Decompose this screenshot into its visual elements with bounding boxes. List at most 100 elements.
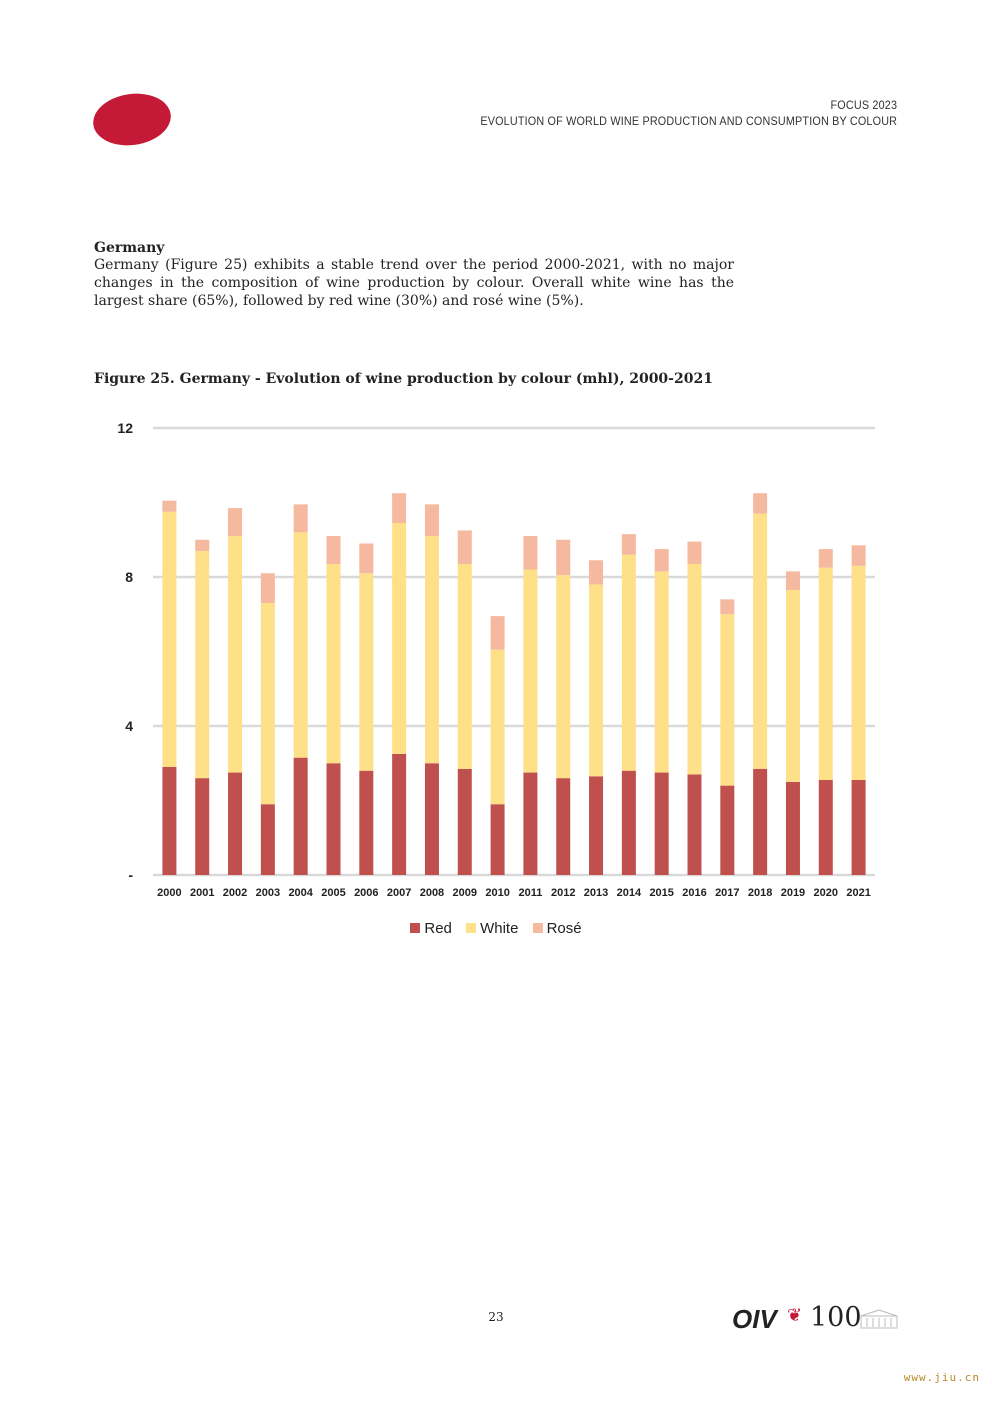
bar-red-2001 [195, 778, 210, 875]
figure-title: Figure 25. Germany - Evolution of wine p… [94, 371, 713, 387]
bar-red-2008 [424, 763, 439, 875]
bar-rose-2009 [457, 530, 472, 564]
x-tick-label: 2016 [682, 887, 706, 899]
bar-rose-2005 [326, 536, 341, 564]
bar-white-2007 [392, 522, 407, 754]
bar-rose-2017 [720, 599, 735, 615]
x-tick-label: 2002 [223, 887, 247, 899]
bar-red-2018 [753, 768, 768, 875]
bar-rose-2002 [228, 508, 243, 537]
bar-rose-2020 [818, 549, 833, 568]
legend-swatch-white [466, 923, 477, 933]
bar-white-2012 [556, 575, 571, 779]
bar-red-2002 [228, 772, 243, 875]
bar-red-2009 [457, 768, 472, 875]
legend-label-rose: Rosé [546, 920, 582, 937]
bar-white-2016 [687, 563, 702, 775]
bar-red-2017 [720, 785, 735, 875]
bar-rose-2010 [490, 616, 505, 650]
bar-white-2014 [621, 554, 636, 771]
grape-icon: ❦ [787, 1305, 803, 1326]
bar-red-2019 [785, 781, 800, 875]
page-number: 23 [488, 1310, 504, 1324]
x-tick-label: 2000 [157, 887, 181, 899]
y-tick-label: 12 [117, 420, 133, 436]
x-tick-label: 2004 [288, 887, 313, 899]
bar-rose-2016 [687, 541, 702, 564]
chart-legend: Red White Rosé [0, 920, 992, 937]
bar-white-2005 [326, 563, 341, 764]
x-tick-label: 2012 [551, 887, 575, 899]
x-tick-label: 2001 [190, 887, 214, 899]
legend-swatch-rose [532, 923, 543, 933]
x-tick-label: 2013 [584, 887, 608, 899]
bar-red-2016 [687, 774, 702, 875]
bar-rose-2014 [621, 534, 636, 555]
bar-red-2015 [654, 772, 669, 875]
bar-rose-2008 [424, 504, 439, 537]
x-tick-label: 2007 [387, 887, 411, 899]
bar-white-2010 [490, 649, 505, 805]
y-tick-label: 8 [125, 569, 133, 585]
bar-rose-2000 [162, 500, 177, 512]
bar-rose-2003 [260, 573, 275, 604]
x-tick-label: 2019 [781, 887, 805, 899]
bar-white-2013 [589, 584, 604, 777]
legend-label-white: White [480, 920, 519, 937]
legend-swatch-red [410, 923, 421, 933]
bar-rose-2018 [753, 493, 768, 514]
bar-rose-2013 [589, 560, 604, 585]
y-tick-label: - [128, 867, 133, 883]
x-tick-label: 2006 [354, 887, 378, 899]
bar-white-2019 [785, 590, 800, 782]
bar-red-2014 [621, 770, 636, 875]
stacked-bar-chart: - 4 8 12 2000 2001 2002 2003 2004 2005 2006 2007 200… [117, 420, 875, 899]
building-icon [860, 1309, 898, 1329]
bar-rose-2007 [392, 493, 407, 523]
x-tick-label: 2005 [321, 887, 345, 899]
bar-rose-2006 [359, 543, 374, 574]
bar-red-2007 [392, 753, 407, 875]
bar-rose-2004 [293, 504, 308, 533]
bar-rose-2011 [523, 536, 538, 570]
bar-red-2003 [260, 804, 275, 875]
bar-white-2006 [359, 573, 374, 771]
header-series: FOCUS 2023 [830, 98, 897, 112]
x-tick-label: 2021 [846, 887, 870, 899]
bar-red-2011 [523, 772, 538, 875]
bar-rose-2021 [851, 545, 866, 566]
x-tick-label: 2020 [814, 887, 838, 899]
bar-red-2021 [851, 780, 866, 875]
legend-label-red: Red [424, 920, 452, 937]
x-tick-label: 2017 [715, 887, 739, 899]
germany-section: Germany Germany (Figure 25) exhibits a s… [94, 240, 734, 310]
bar-white-2000 [162, 511, 177, 767]
bar-white-2008 [424, 536, 439, 764]
x-tick-label: 2008 [420, 887, 444, 899]
bar-white-2001 [195, 550, 210, 779]
bar-rose-2001 [195, 539, 210, 551]
section-body: Germany (Figure 25) exhibits a stable tr… [94, 257, 734, 309]
bar-white-2015 [654, 571, 669, 773]
legend-item-red: Red [410, 920, 452, 937]
section-title: Germany [94, 240, 165, 256]
bar-red-2006 [359, 770, 374, 875]
bar-red-2004 [293, 757, 308, 875]
x-tick-label: 2015 [649, 887, 673, 899]
bar-red-2013 [589, 776, 604, 875]
bar-rose-2012 [556, 539, 571, 576]
x-tick-label: 2010 [485, 887, 509, 899]
bar-white-2011 [523, 569, 538, 773]
x-tick-label: 2011 [518, 887, 542, 899]
x-tick-label: 2014 [617, 887, 642, 899]
watermark: www.jiu.cn [903, 1371, 980, 1384]
bar-white-2004 [293, 532, 308, 758]
bar-white-2003 [260, 603, 275, 805]
header-title: EVOLUTION OF WORLD WINE PRODUCTION AND C… [480, 114, 897, 128]
bar-white-2020 [818, 567, 833, 781]
bar-red-2010 [490, 804, 505, 875]
bar-rose-2015 [654, 549, 669, 572]
centenary-number: 100 [810, 1302, 862, 1333]
bar-white-2002 [228, 536, 243, 773]
bar-white-2021 [851, 565, 866, 781]
